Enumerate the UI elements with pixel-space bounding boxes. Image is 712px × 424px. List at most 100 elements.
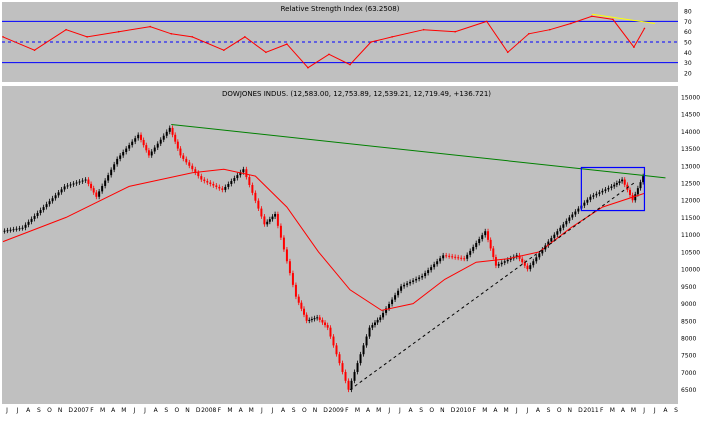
- x-axis: J J A S O N D 2007 F M A M J J A S O N D 2008 F M A M J J A S O N D 200…: [5, 407, 678, 414]
- x-tick-label: M: [504, 407, 509, 414]
- x-tick-label: J: [16, 407, 19, 414]
- price-candle-body: [66, 185, 69, 187]
- price-tick-label: 14500: [681, 112, 700, 119]
- x-tick-label: M: [121, 407, 126, 414]
- price-candle-body: [385, 308, 388, 313]
- price-tick-label: 13000: [681, 163, 700, 170]
- price-candle-body: [532, 261, 535, 266]
- price-candle-body: [321, 319, 324, 323]
- price-candle-body: [145, 145, 148, 151]
- x-tick-label: F: [218, 407, 222, 414]
- price-candle-body: [506, 259, 509, 262]
- price-candle-body: [341, 363, 344, 372]
- price-candle-body: [285, 249, 288, 262]
- x-tick-label: S: [419, 407, 423, 414]
- x-tick-label: J: [525, 407, 528, 414]
- price-candle-body: [409, 281, 412, 284]
- rsi-point: [86, 36, 88, 38]
- price-candle-body: [604, 189, 607, 191]
- price-candle-body: [33, 215, 36, 219]
- rsi-point: [349, 63, 351, 66]
- rsi-tick-label: 30: [684, 60, 692, 67]
- price-candle-body: [282, 237, 285, 250]
- price-candle-body: [472, 246, 475, 251]
- rsi-point: [643, 27, 646, 30]
- price-candle-body: [571, 214, 574, 218]
- price-candle-body: [310, 319, 313, 321]
- x-tick-label: O: [429, 407, 434, 414]
- price-candle-body: [6, 230, 9, 232]
- price-tick-label: 12500: [681, 181, 700, 188]
- price-tick-label: 10500: [681, 249, 700, 256]
- price-candle-body: [134, 138, 137, 142]
- price-candle-body: [371, 325, 374, 328]
- x-tick-label: A: [26, 407, 31, 414]
- price-candle-body: [203, 179, 206, 182]
- rsi-tick-label: 70: [684, 19, 692, 26]
- x-tick-label: S: [674, 407, 678, 414]
- rsi-point: [286, 43, 288, 45]
- price-candle-body: [412, 280, 415, 282]
- x-tick-label: J: [653, 407, 656, 414]
- x-tick-label: J: [387, 407, 390, 414]
- price-candle-body: [81, 180, 84, 182]
- price-candle-body: [271, 216, 274, 220]
- x-tick-label: A: [408, 407, 413, 414]
- price-candle-body: [308, 319, 311, 321]
- rsi-panel: Relative Strength Index (63.2508) 20 30 40…: [2, 2, 692, 82]
- rsi-point: [570, 22, 572, 25]
- price-candle-body: [179, 148, 182, 156]
- price-candle-body: [12, 229, 15, 231]
- x-tick-label: J: [515, 407, 518, 414]
- rsi-title: Relative Strength Index (63.2508): [281, 5, 400, 13]
- x-tick-label: A: [111, 407, 116, 414]
- price-candle-body: [324, 322, 327, 326]
- price-candle-body: [3, 230, 6, 232]
- price-candle-body: [294, 284, 297, 297]
- price-candle-body: [291, 273, 294, 285]
- price-candle-body: [613, 184, 616, 187]
- x-tick-label: D: [68, 407, 73, 414]
- price-candle-body: [233, 178, 236, 182]
- rsi-layer: [2, 13, 678, 69]
- price-candle-body: [72, 183, 75, 185]
- price-candle-body: [122, 152, 125, 156]
- x-tick-label: N: [440, 407, 445, 414]
- x-tick-label: N: [185, 407, 190, 414]
- price-candle-body: [268, 219, 271, 222]
- price-candle-body: [538, 253, 541, 258]
- price-candle-body: [165, 131, 168, 136]
- price-tick-label: 11000: [681, 232, 700, 239]
- price-candle-body: [509, 258, 512, 260]
- rsi-point: [633, 46, 635, 48]
- price-candle-body: [388, 304, 391, 309]
- price-candle-body: [492, 248, 495, 258]
- price-candle-body: [30, 218, 33, 222]
- x-tick-label: J: [271, 407, 274, 414]
- x-tick-label: M: [610, 407, 615, 414]
- rsi-point: [149, 25, 152, 28]
- price-candle-body: [503, 261, 506, 263]
- price-candle-body: [484, 231, 487, 236]
- price-candle-body: [303, 308, 306, 315]
- highlight-box: [580, 166, 646, 212]
- price-candle-body: [318, 317, 321, 320]
- rsi-point: [527, 32, 530, 35]
- price-candle-body: [565, 220, 568, 225]
- rsi-point: [422, 28, 425, 31]
- x-tick-label: S: [164, 407, 168, 414]
- price-candle-body: [159, 139, 162, 144]
- price-candle-body: [618, 181, 621, 183]
- x-tick-label: F: [345, 407, 349, 414]
- x-tick-label: D: [323, 407, 328, 414]
- price-title: DOWJONES INDUS. (12,583.00, 12,753.89, 1…: [222, 90, 491, 98]
- x-tick-label: A: [239, 407, 244, 414]
- price-candle-body: [206, 181, 209, 183]
- price-candle-body: [615, 183, 618, 185]
- price-candle-body: [51, 198, 54, 202]
- price-candle-body: [494, 257, 497, 266]
- x-tick-label: N: [568, 407, 573, 414]
- rsi-point: [370, 41, 372, 43]
- price-tick-label: 7000: [681, 370, 696, 377]
